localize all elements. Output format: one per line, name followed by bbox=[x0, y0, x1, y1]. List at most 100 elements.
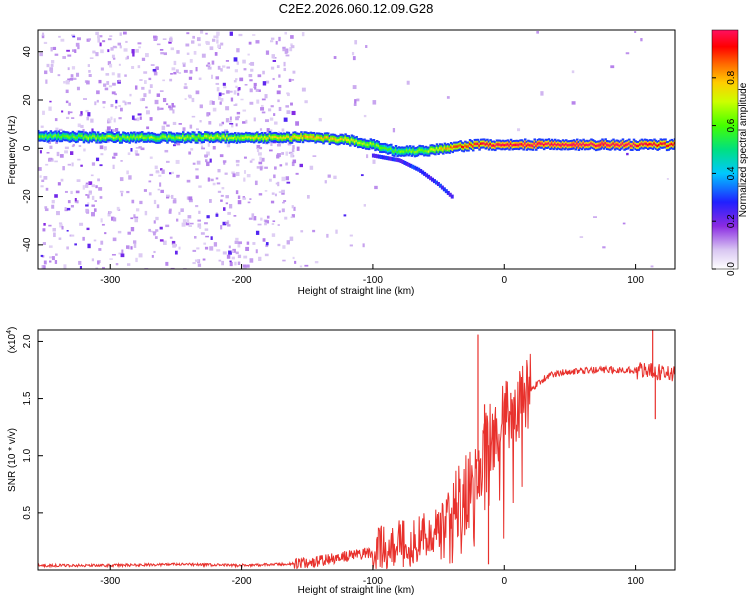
noise-speckle bbox=[291, 161, 295, 167]
ridge-cell bbox=[673, 142, 675, 145]
noise-speckle bbox=[180, 208, 184, 212]
noise-speckle bbox=[265, 242, 269, 246]
noise-speckle bbox=[87, 243, 91, 249]
noise-speckle bbox=[182, 219, 187, 223]
noise-speckle bbox=[277, 243, 281, 247]
ridge-cell bbox=[38, 135, 42, 138]
noise-speckle bbox=[189, 222, 194, 225]
noise-speckle bbox=[40, 185, 44, 188]
ridge-cell bbox=[235, 137, 239, 141]
noise-speckle bbox=[108, 85, 113, 88]
noise-speckle bbox=[353, 103, 357, 106]
noise-speckle bbox=[260, 217, 263, 221]
noise-speckle bbox=[290, 216, 294, 219]
noise-speckle bbox=[96, 99, 99, 103]
ridge-cell bbox=[129, 135, 133, 138]
noise-speckle bbox=[189, 124, 193, 129]
ridge-cell bbox=[314, 137, 317, 140]
noise-speckle bbox=[112, 45, 117, 48]
noise-speckle bbox=[48, 106, 52, 111]
noise-speckle bbox=[195, 175, 199, 179]
branch-cell bbox=[371, 153, 375, 158]
noise-speckle bbox=[194, 236, 197, 239]
noise-speckle bbox=[135, 48, 139, 53]
noise-speckle bbox=[239, 77, 244, 82]
noise-speckle bbox=[69, 111, 73, 114]
noise-speckle bbox=[143, 80, 147, 84]
noise-speckle bbox=[225, 60, 230, 62]
noise-speckle bbox=[324, 180, 327, 184]
noise-speckle bbox=[67, 67, 70, 71]
ridge-cell bbox=[664, 142, 667, 145]
noise-speckle bbox=[173, 60, 177, 66]
noise-speckle bbox=[176, 218, 179, 222]
noise-speckle bbox=[227, 224, 231, 227]
noise-speckle bbox=[210, 74, 214, 79]
noise-speckle bbox=[192, 262, 196, 265]
ridge-cell bbox=[345, 138, 349, 142]
noise-speckle bbox=[102, 40, 106, 43]
noise-speckle bbox=[300, 230, 304, 233]
noise-speckle bbox=[109, 63, 113, 68]
noise-speckle bbox=[49, 67, 54, 72]
ridge-cell bbox=[106, 135, 109, 138]
noise-speckle bbox=[162, 97, 167, 103]
top-y-tick-label: -40 bbox=[22, 237, 33, 252]
ridge-cell bbox=[635, 144, 639, 148]
ridge-cell bbox=[222, 135, 226, 138]
ridge-cell bbox=[615, 143, 618, 146]
noise-speckle bbox=[242, 264, 247, 268]
noise-speckle bbox=[64, 207, 67, 211]
noise-speckle bbox=[256, 148, 260, 153]
noise-speckle bbox=[175, 69, 179, 74]
noise-speckle bbox=[292, 70, 296, 74]
ridge-cell bbox=[438, 147, 442, 150]
ridge-cell bbox=[435, 147, 439, 150]
noise-speckle bbox=[354, 99, 357, 104]
noise-speckle bbox=[365, 45, 368, 48]
noise-speckle bbox=[99, 164, 103, 167]
noise-speckle bbox=[235, 251, 239, 255]
ridge-cell bbox=[196, 137, 199, 140]
branch-cell bbox=[440, 185, 444, 190]
ridge-cell bbox=[467, 145, 470, 148]
noise-speckle bbox=[257, 74, 262, 78]
noise-speckle bbox=[172, 109, 175, 114]
noise-speckle bbox=[244, 84, 248, 86]
noise-speckle bbox=[213, 242, 218, 247]
noise-speckle bbox=[234, 69, 238, 73]
noise-speckle bbox=[79, 265, 83, 269]
noise-speckle bbox=[123, 31, 127, 35]
ridge-cell bbox=[473, 142, 477, 146]
noise-speckle bbox=[195, 168, 199, 171]
noise-speckle bbox=[143, 189, 147, 192]
ridge-cell bbox=[150, 135, 153, 139]
noise-speckle bbox=[154, 165, 158, 170]
noise-speckle bbox=[136, 117, 140, 122]
noise-speckle bbox=[148, 228, 151, 232]
noise-speckle bbox=[87, 64, 90, 68]
noise-speckle bbox=[285, 151, 288, 156]
noise-speckle bbox=[65, 89, 69, 94]
ridge-cell bbox=[457, 144, 461, 148]
noise-speckle bbox=[112, 237, 117, 242]
ridge-cell bbox=[361, 142, 365, 146]
noise-speckle bbox=[277, 99, 280, 103]
ridge-cell bbox=[399, 150, 402, 154]
noise-speckle bbox=[57, 74, 61, 77]
noise-speckle bbox=[108, 211, 113, 214]
noise-speckle bbox=[208, 64, 211, 66]
ridge-cell bbox=[98, 137, 101, 140]
noise-speckle bbox=[228, 204, 233, 209]
ridge-cell bbox=[490, 144, 494, 147]
noise-speckle bbox=[97, 35, 100, 39]
ridge-cell bbox=[542, 143, 546, 147]
noise-speckle bbox=[109, 35, 113, 38]
ridge-cell bbox=[612, 142, 615, 145]
noise-speckle bbox=[111, 91, 116, 95]
noise-speckle bbox=[153, 38, 158, 41]
noise-speckle bbox=[88, 181, 93, 186]
ridge-cell bbox=[315, 136, 319, 139]
ridge-cell bbox=[301, 136, 305, 140]
noise-speckle bbox=[284, 216, 288, 220]
